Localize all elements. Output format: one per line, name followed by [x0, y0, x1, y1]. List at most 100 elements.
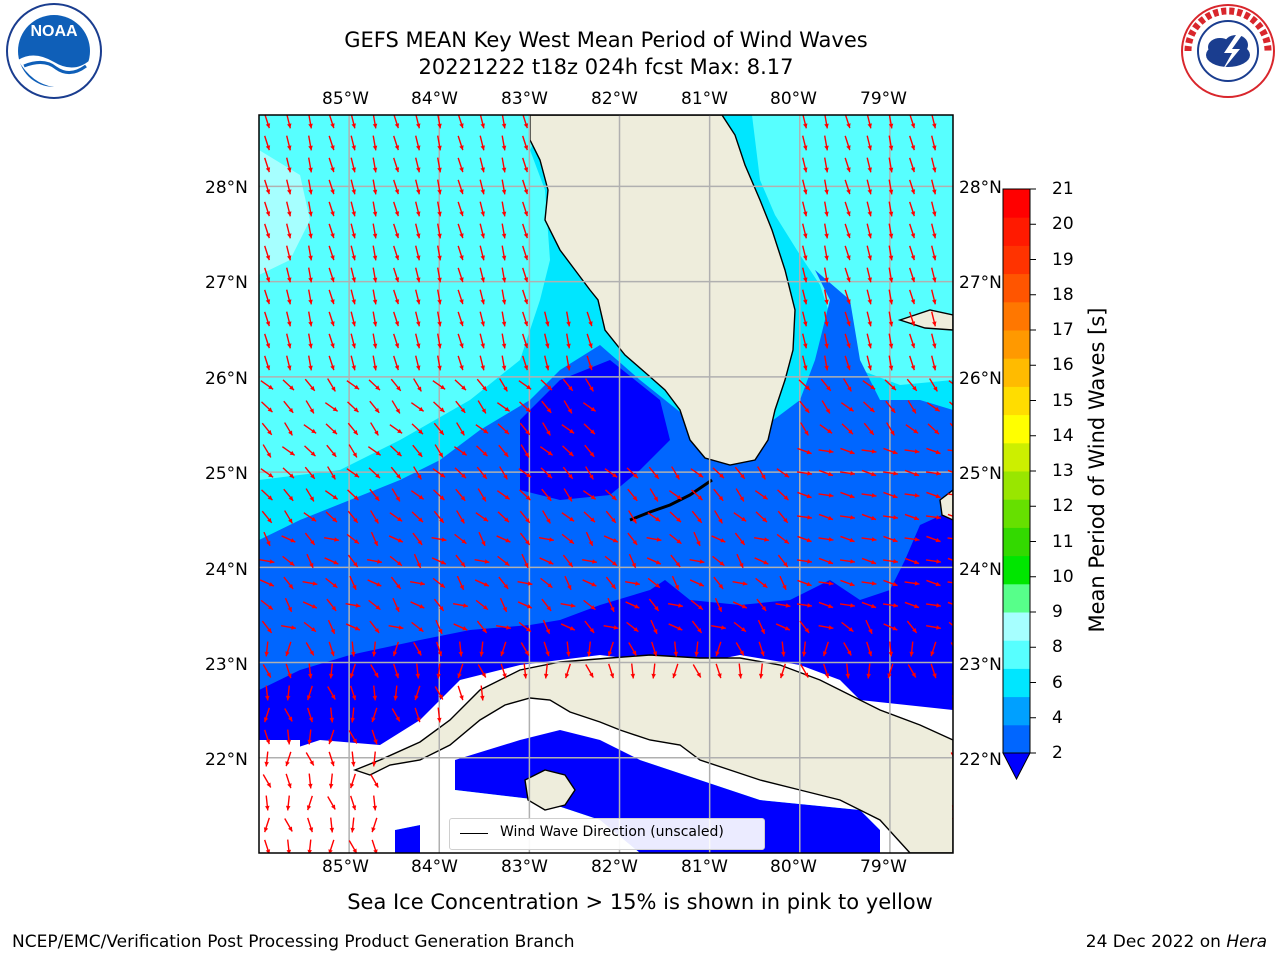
wave-direction-arrowhead — [328, 673, 334, 679]
wave-direction-arrowhead — [523, 211, 529, 217]
wave-direction-arrowhead — [334, 537, 339, 542]
wave-direction-arrowhead — [351, 365, 356, 371]
wave-direction-arrowhead — [457, 673, 462, 679]
wave-direction-arrowhead — [265, 255, 271, 261]
wave-direction-arrowhead — [632, 495, 638, 501]
lat-label: 22°N — [205, 750, 248, 770]
wave-direction-arrowhead — [440, 560, 446, 565]
wave-direction-arrowhead — [910, 321, 916, 327]
wave-direction-arrowhead — [887, 673, 892, 679]
wave-direction-arrowhead — [589, 386, 594, 392]
colorbar-swatch — [1003, 612, 1030, 641]
wave-direction-arrowhead — [437, 233, 442, 239]
wave-direction-arrowhead — [871, 515, 877, 521]
wave-direction-arrowhead — [482, 628, 487, 633]
wave-direction-arrowhead — [719, 561, 725, 566]
wave-direction-arrowhead — [310, 451, 316, 457]
wave-direction-arrowhead — [932, 277, 937, 283]
wave-direction-arrowhead — [460, 407, 466, 413]
wave-direction-arrowhead — [351, 233, 356, 239]
lat-label: 24°N — [959, 560, 1002, 580]
wave-direction-arrowhead — [266, 672, 271, 678]
wave-direction-arrowhead — [892, 449, 898, 455]
wave-direction-arrowhead — [953, 344, 957, 349]
wave-direction-arrowhead — [804, 628, 810, 633]
wave-direction-arrowhead — [523, 255, 529, 261]
wave-direction-arrowhead — [741, 516, 747, 522]
wave-direction-arrowhead — [500, 651, 505, 657]
no-data-region — [259, 740, 300, 760]
wave-direction-arrowhead — [888, 343, 894, 349]
wave-direction-arrowhead — [265, 343, 271, 349]
colorbar-swatch — [1003, 583, 1030, 613]
wave-direction-arrowhead — [866, 673, 871, 679]
wave-direction-arrowhead — [480, 233, 485, 239]
wave-direction-arrowhead — [480, 365, 485, 371]
wave-direction-arrowhead — [308, 211, 313, 217]
wave-direction-arrowhead — [480, 343, 485, 349]
wave-direction-arrowhead — [914, 493, 920, 498]
wave-direction-arrowhead — [437, 211, 442, 217]
wave-direction-arrowhead — [396, 584, 401, 589]
wave-direction-arrowhead — [352, 584, 357, 590]
wave-direction-arrowhead — [312, 581, 318, 586]
wave-direction-arrowhead — [676, 539, 682, 544]
wave-direction-arrowhead — [932, 233, 937, 239]
wave-direction-arrowhead — [653, 496, 658, 502]
wave-direction-arrowhead — [438, 452, 443, 458]
wave-direction-arrowhead — [715, 651, 720, 657]
wave-direction-arrowhead — [932, 211, 937, 217]
wave-direction-arrowhead — [414, 695, 419, 701]
wave-direction-arrowhead — [807, 515, 812, 520]
wave-direction-arrowhead — [523, 277, 529, 283]
wave-direction-arrowhead — [437, 255, 442, 261]
wave-direction-arrowhead — [828, 515, 834, 521]
colorbar-swatch — [1003, 386, 1030, 416]
wave-direction-arrowhead — [395, 408, 400, 414]
wave-direction-arrowhead — [890, 430, 895, 436]
wave-direction-arrowhead — [371, 827, 376, 833]
wave-direction-arrowhead — [459, 343, 464, 349]
wave-direction-arrowhead — [655, 516, 661, 522]
wave-direction-arrowhead — [783, 517, 788, 523]
wave-direction-arrowhead — [287, 299, 292, 305]
wave-direction-arrowhead — [394, 299, 400, 305]
colorbar-tick-label: 12 — [1052, 496, 1074, 517]
wave-direction-arrowhead — [673, 651, 679, 657]
wave-direction-arrowhead — [459, 365, 464, 371]
wave-direction-arrowhead — [308, 255, 313, 261]
wave-direction-arrowhead — [870, 384, 876, 390]
lon-label: 83°W — [501, 89, 548, 109]
wave-direction-arrowhead — [394, 189, 400, 195]
wave-direction-arrowhead — [332, 429, 337, 435]
wave-direction-arrowhead — [437, 277, 442, 283]
wave-direction-arrowhead — [332, 494, 338, 500]
wave-direction-arrowhead — [847, 650, 852, 656]
wave-direction-arrowhead — [739, 650, 744, 656]
wave-direction-arrowhead — [263, 717, 269, 723]
wave-direction-arrowhead — [892, 626, 898, 631]
wave-direction-arrowhead — [958, 537, 963, 541]
wave-direction-arrowhead — [308, 343, 313, 349]
wave-direction-arrowhead — [355, 603, 361, 608]
wave-direction-arrowhead — [418, 627, 424, 632]
colorbar-tick-label: 13 — [1052, 461, 1074, 481]
wave-direction-arrowhead — [846, 277, 851, 283]
wave-direction-arrowhead — [351, 805, 357, 811]
wave-direction-arrowhead — [655, 583, 660, 588]
wave-direction-arrowhead — [933, 386, 938, 392]
colorbar-tick-label: 20 — [1052, 214, 1074, 235]
wave-direction-arrowhead — [503, 584, 509, 589]
wave-direction-arrowhead — [527, 581, 533, 586]
wave-direction-arrowhead — [828, 537, 834, 542]
wave-direction-arrowhead — [440, 384, 446, 390]
wave-direction-arrowhead — [501, 233, 507, 239]
wave-direction-arrowhead — [330, 651, 335, 657]
wave-direction-arrowhead — [371, 651, 377, 657]
wave-direction-arrowhead — [784, 626, 790, 631]
colorbar-swatch — [1003, 442, 1030, 472]
wave-direction-arrowhead — [846, 299, 851, 305]
wave-direction-arrowhead — [846, 145, 851, 151]
noaa-logo-text: NOAA — [30, 23, 78, 40]
wave-direction-arrowhead — [824, 321, 829, 327]
